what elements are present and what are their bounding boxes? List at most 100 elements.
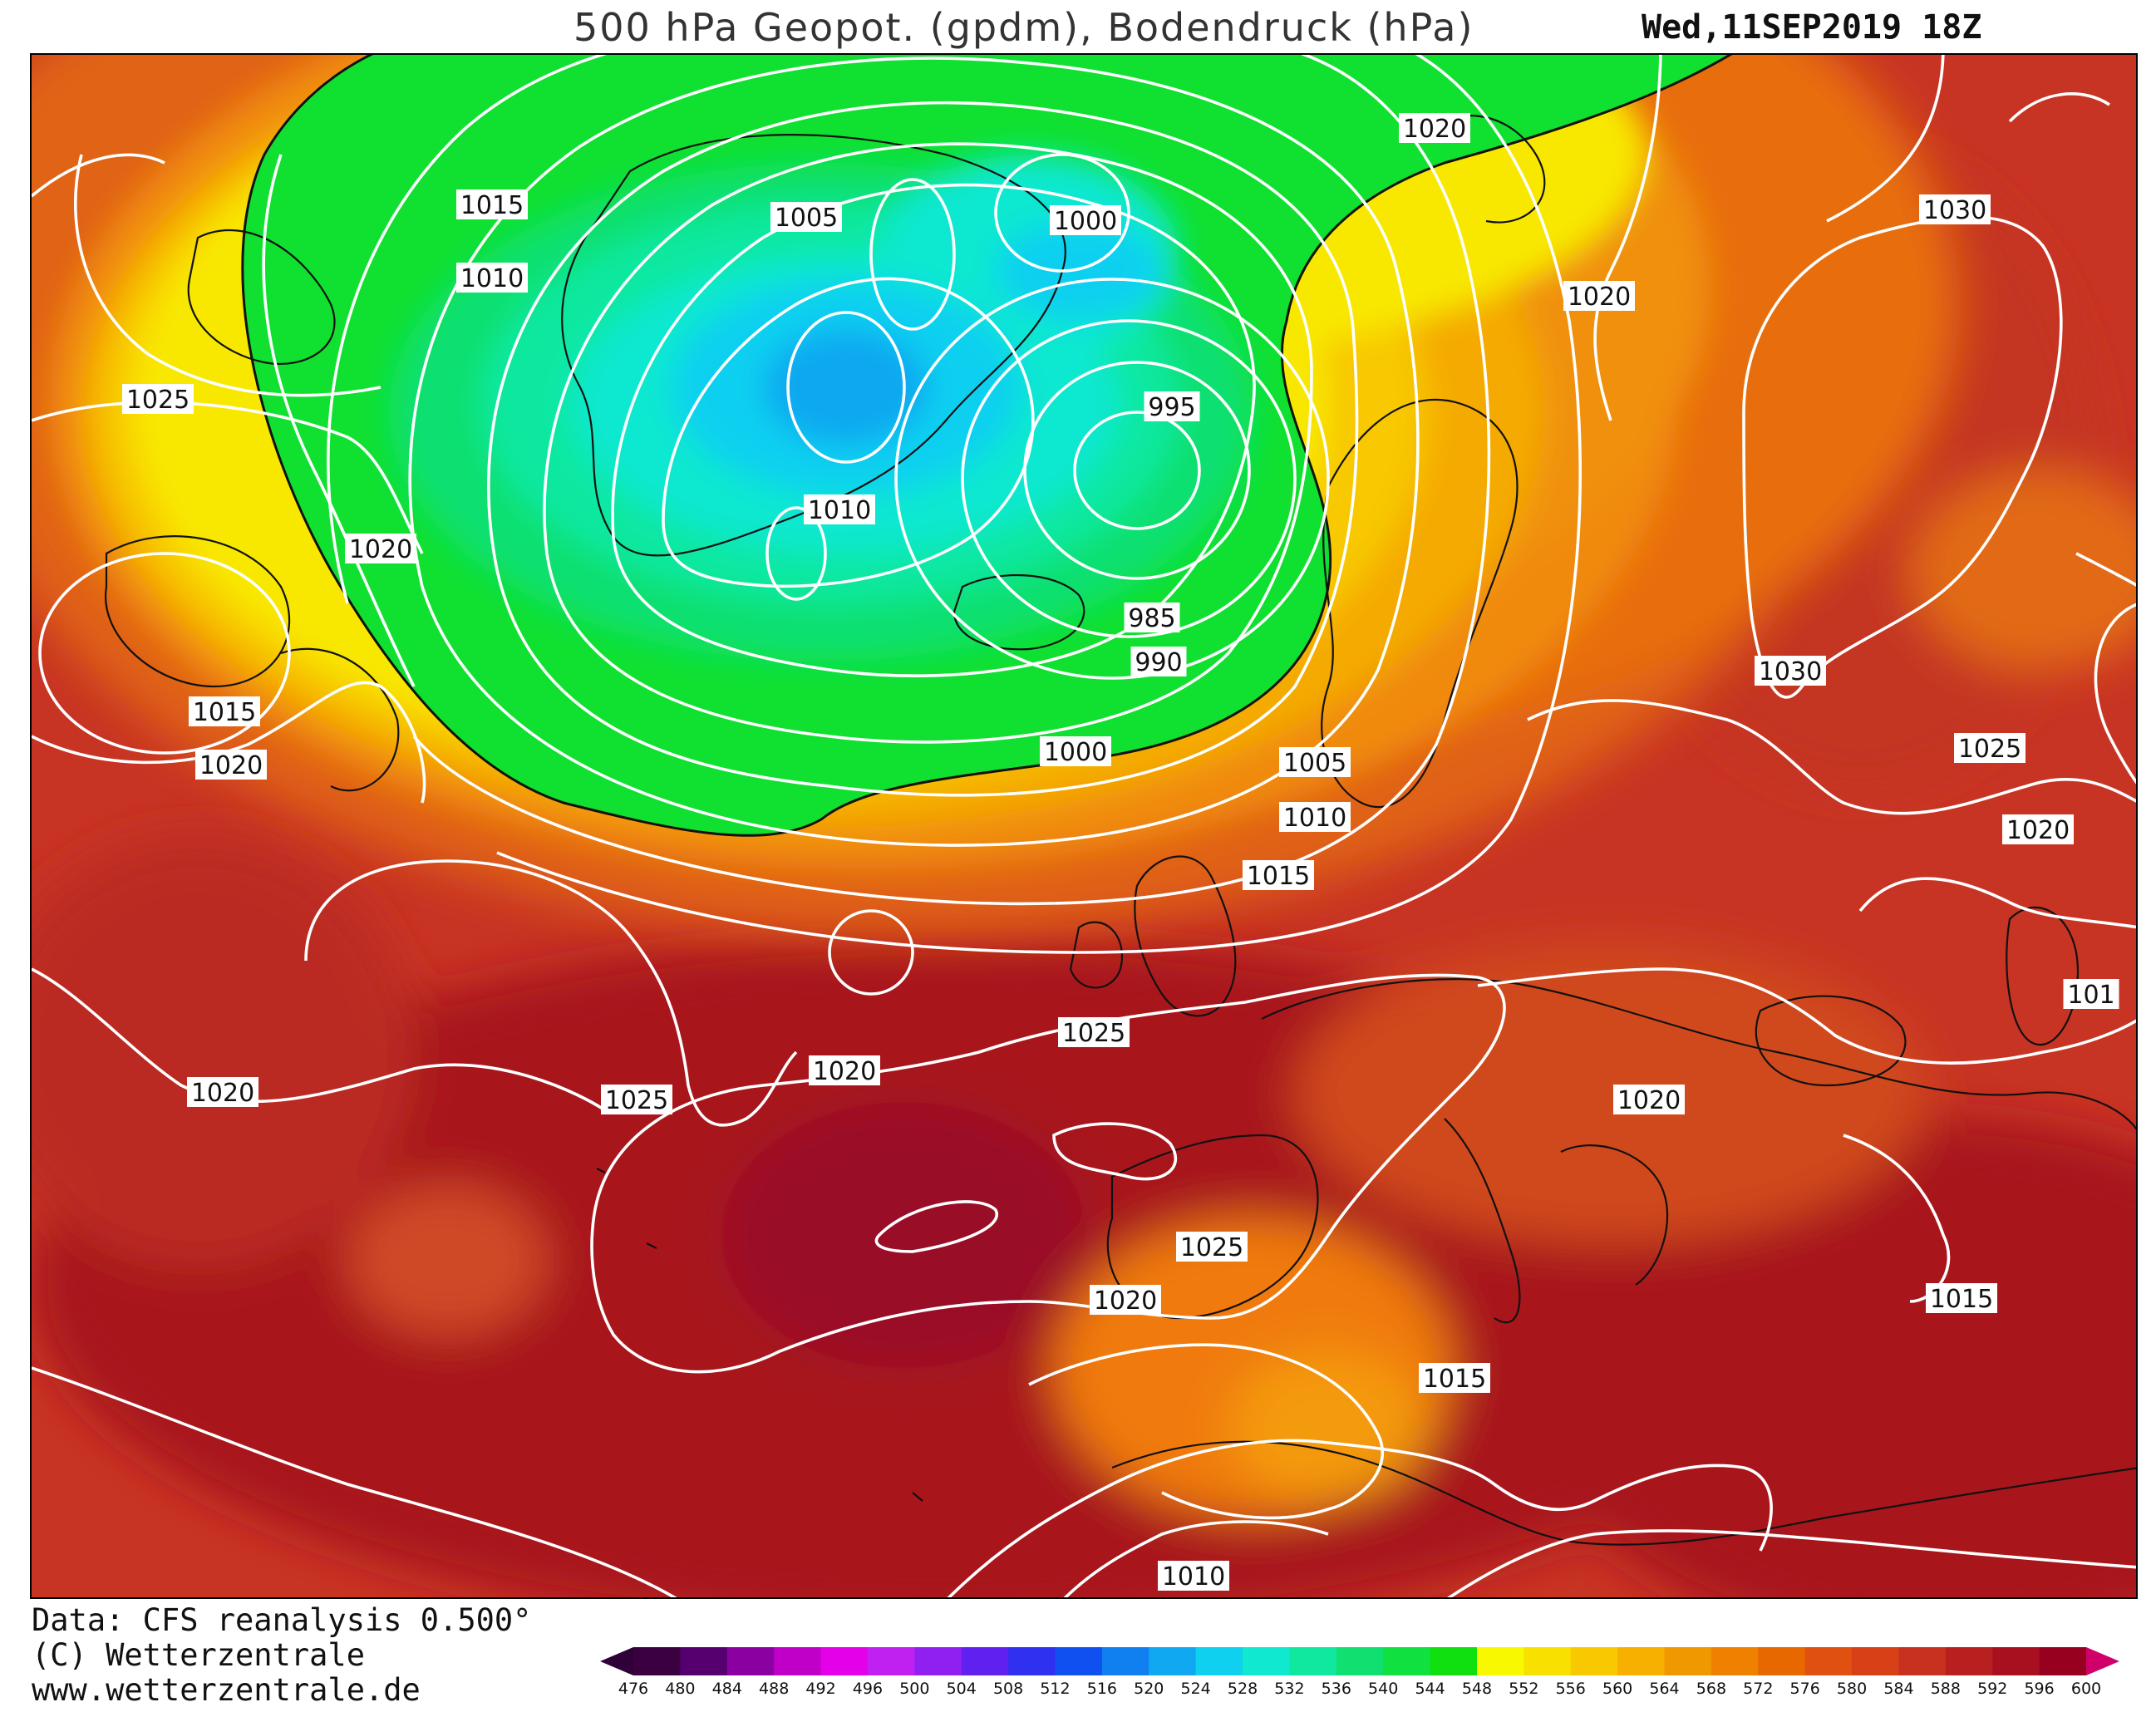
colorbar-segment <box>1476 1647 1524 1675</box>
colorbar-tick-label: 496 <box>853 1680 883 1698</box>
pressure-label-text: 1020 <box>2006 816 2070 845</box>
pressure-label-text: 1020 <box>1403 115 1466 144</box>
pressure-label-text: 1015 <box>193 698 256 727</box>
pressure-label: 1025 <box>1058 1017 1130 1048</box>
colorbar-segment <box>1243 1647 1290 1675</box>
pressure-label: 1025 <box>1954 733 2026 764</box>
colorbar-segment <box>1336 1647 1384 1675</box>
geopotential-field <box>32 55 2136 1597</box>
colorbar-segment <box>1758 1647 1806 1675</box>
colorbar-tick-label: 528 <box>1228 1680 1258 1698</box>
pressure-label-text: 1030 <box>1759 657 1822 686</box>
pressure-label: 1020 <box>2002 814 2074 845</box>
pressure-label: 1025 <box>1176 1232 1248 1262</box>
pressure-labels: 1015 1010 1025 1020 1015 1020 1005 1000 995 1010 9… <box>122 113 2119 1591</box>
colorbar-segment <box>1430 1647 1478 1675</box>
pressure-label-text: 990 <box>1135 648 1182 677</box>
colorbar-segment <box>867 1647 915 1675</box>
colorbar-segment <box>961 1647 1009 1675</box>
colorbar-tick-label: 568 <box>1696 1680 1726 1698</box>
pressure-label: 1020 <box>1613 1085 1685 1115</box>
pressure-label-text: 995 <box>1148 393 1195 422</box>
colorbar-tick-label: 580 <box>1837 1680 1867 1698</box>
colorbar-segment <box>774 1647 822 1675</box>
pressure-label-text: 1020 <box>191 1079 254 1108</box>
colorbar-segment <box>1945 1647 1993 1675</box>
pressure-label: 1000 <box>1050 205 1121 236</box>
colorbar-segment <box>633 1647 681 1675</box>
pressure-label-text: 1010 <box>460 264 524 293</box>
pressure-label-text: 101 <box>2067 981 2114 1010</box>
pressure-label-text: 1015 <box>1930 1285 1993 1314</box>
pressure-label-text: 1015 <box>460 191 524 220</box>
pressure-label: 1020 <box>809 1055 880 1086</box>
credit-data-source: Data: CFS reanalysis 0.500° <box>32 1602 532 1638</box>
pressure-label-text: 985 <box>1128 604 1175 633</box>
colorbar-tick-label: 548 <box>1462 1680 1492 1698</box>
pressure-label-text: 1020 <box>1094 1286 1157 1316</box>
colorbar-segment <box>1195 1647 1243 1675</box>
colorbar-tick-label: 572 <box>1743 1680 1773 1698</box>
pressure-label-text: 1005 <box>775 204 838 233</box>
colorbar-segment <box>820 1647 869 1675</box>
colorbar-tick-label: 592 <box>1977 1680 2007 1698</box>
credit-website[interactable]: www.wetterzentrale.de <box>32 1672 421 1708</box>
isobars <box>32 55 2136 1597</box>
weather-map: 1015 1010 1025 1020 1015 1020 1005 1000 995 1010 9… <box>30 53 2138 1599</box>
colorbar-tick-label: 560 <box>1602 1680 1632 1698</box>
colorbar-segment <box>1664 1647 1712 1675</box>
pressure-label: 1015 <box>1926 1283 1997 1314</box>
pressure-label: 1030 <box>1755 656 1826 686</box>
colorbar-segment <box>680 1647 728 1675</box>
colorbar-tick-label: 492 <box>805 1680 835 1698</box>
pressure-label: 1010 <box>1279 802 1351 833</box>
pressure-label-text: 1005 <box>1283 749 1346 778</box>
colorbar-segment <box>1570 1647 1618 1675</box>
pressure-label-text: 1000 <box>1044 738 1107 767</box>
colorbar-segment <box>1055 1647 1103 1675</box>
pressure-label: 1010 <box>456 263 528 293</box>
colorbar-arrow-right <box>2086 1647 2119 1675</box>
colorbar-tick-label: 480 <box>665 1680 695 1698</box>
colorbar-segment <box>1008 1647 1056 1675</box>
pressure-label-text: 1020 <box>1617 1086 1681 1115</box>
pressure-label: 1015 <box>1419 1363 1490 1394</box>
pressure-label: 1030 <box>1919 194 1991 225</box>
pressure-label: 1010 <box>1158 1561 1229 1591</box>
colorbar-segment <box>1898 1647 1947 1675</box>
pressure-label-text: 1015 <box>1247 862 1310 891</box>
colorbar-tick-label: 540 <box>1368 1680 1398 1698</box>
map-datetime: Wed,11SEP2019 18Z <box>1642 8 1982 47</box>
pressure-label: 1020 <box>1563 281 1635 312</box>
pressure-label-text: 1020 <box>813 1057 876 1086</box>
colorbar-segment <box>914 1647 962 1675</box>
colorbar-tick-label: 576 <box>1790 1680 1820 1698</box>
colorbar-tick-label: 532 <box>1274 1680 1304 1698</box>
colorbar-tick-label: 512 <box>1040 1680 1070 1698</box>
pressure-label-text: 1025 <box>1180 1233 1243 1262</box>
pressure-label-text: 1020 <box>1568 283 1631 312</box>
map-canvas: 1015 1010 1025 1020 1015 1020 1005 1000 995 1010 9… <box>32 55 2136 1597</box>
pressure-label-text: 1025 <box>126 386 190 415</box>
pressure-label-text: 1010 <box>1162 1562 1225 1591</box>
colorbar-tick-label: 484 <box>712 1680 742 1698</box>
pressure-label: 1020 <box>187 1077 258 1108</box>
colorbar-tick-label: 524 <box>1181 1680 1211 1698</box>
pressure-label: 1010 <box>804 494 875 525</box>
pressure-label: 101 <box>2063 979 2119 1010</box>
colorbar-segment <box>1383 1647 1431 1675</box>
colorbar-segment <box>1101 1647 1149 1675</box>
pressure-label: 1015 <box>189 696 260 727</box>
colorbar-tick-label: 508 <box>993 1680 1023 1698</box>
pressure-label-text: 1010 <box>808 496 871 525</box>
colorbar-segment <box>1804 1647 1853 1675</box>
colorbar-segment <box>1149 1647 1197 1675</box>
colorbar-tick-label: 544 <box>1415 1680 1445 1698</box>
colorbar-segment <box>726 1647 775 1675</box>
colorbar-segment <box>1289 1647 1337 1675</box>
colorbar-segment <box>1852 1647 1899 1675</box>
colorbar-tick-label: 476 <box>618 1680 648 1698</box>
colorbar-tick-label: 556 <box>1556 1680 1586 1698</box>
pressure-label-text: 1020 <box>349 535 412 564</box>
colorbar-segment <box>1711 1647 1759 1675</box>
